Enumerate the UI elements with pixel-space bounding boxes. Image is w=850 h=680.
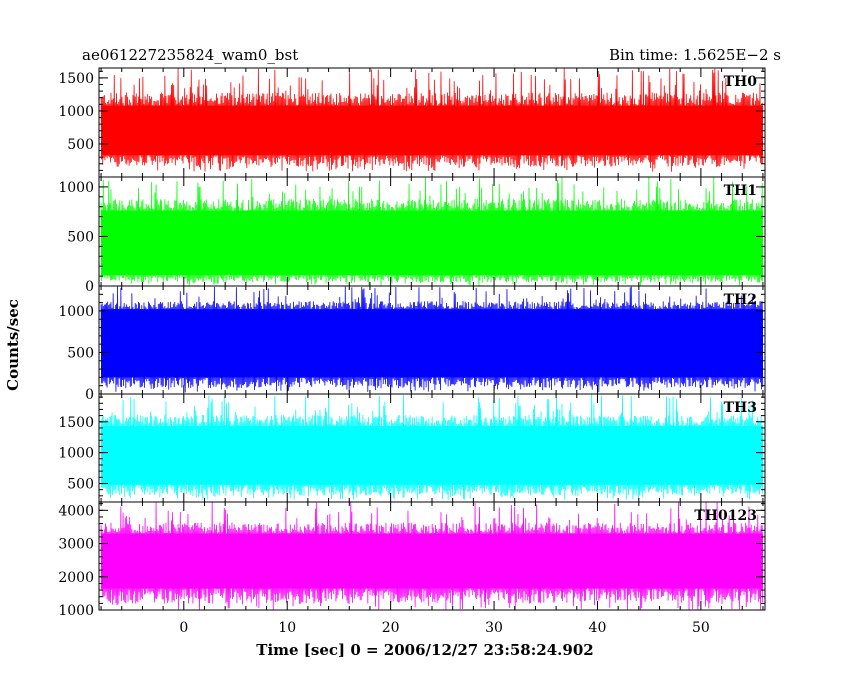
series-core-band-th3	[101, 426, 763, 485]
y-tick-label: 500	[67, 229, 94, 245]
y-tick-label: 0	[85, 279, 94, 295]
x-tick-label: 30	[485, 620, 503, 636]
panel-label-th0123: TH0123	[694, 508, 757, 524]
x-tick-label: 50	[692, 620, 710, 636]
x-axis-label: Time [sec] 0 = 2006/12/27 23:58:24.902	[256, 641, 593, 659]
y-tick-label: 2000	[58, 570, 94, 586]
panel-label-th1: TH1	[724, 183, 757, 199]
y-tick-label: 1500	[58, 415, 94, 431]
y-tick-label: 1000	[58, 304, 94, 320]
y-tick-label: 4000	[58, 503, 94, 519]
y-tick-label: 500	[67, 476, 94, 492]
panel-label-th0: TH0	[724, 74, 758, 90]
series-core-band-th0	[101, 105, 763, 156]
y-tick-label: 1000	[58, 180, 94, 196]
y-axis-label: Counts/sec	[4, 299, 22, 391]
x-tick-label: 40	[589, 620, 607, 636]
y-tick-label: 500	[67, 137, 94, 153]
y-tick-label: 1000	[58, 603, 94, 619]
series-core-band-th1	[101, 210, 763, 276]
y-tick-label: 3000	[58, 537, 94, 553]
panel-th1: 0 500 1000 TH1	[58, 176, 766, 295]
series-core-band-th0123	[101, 533, 763, 589]
chart-title: ae061227235824_wam0_bst	[82, 46, 298, 64]
panel-label-th3: TH3	[724, 400, 757, 416]
panel-th0: 500 1000 1500 TH0	[58, 67, 766, 178]
panel-label-th2: TH2	[724, 292, 757, 308]
y-tick-label: 1000	[58, 446, 94, 462]
bin-time-label: Bin time: 1.5625E−2 s	[609, 46, 781, 64]
x-tick-label: 20	[382, 620, 400, 636]
panel-th0123: 1000 2000 3000 4000 TH0123	[58, 501, 766, 619]
panel-th2: 0 500 1000 TH2	[58, 285, 766, 403]
y-tick-label: 1000	[58, 104, 94, 120]
series-core-band-th2	[101, 309, 763, 378]
x-tick-label: 0	[179, 620, 188, 636]
y-tick-label: 1500	[58, 71, 94, 87]
y-tick-label: 500	[67, 345, 94, 361]
panel-th3: 500 1000 1500 TH3	[58, 393, 766, 503]
x-tick-label: 10	[278, 620, 296, 636]
y-tick-label: 0	[85, 387, 94, 403]
